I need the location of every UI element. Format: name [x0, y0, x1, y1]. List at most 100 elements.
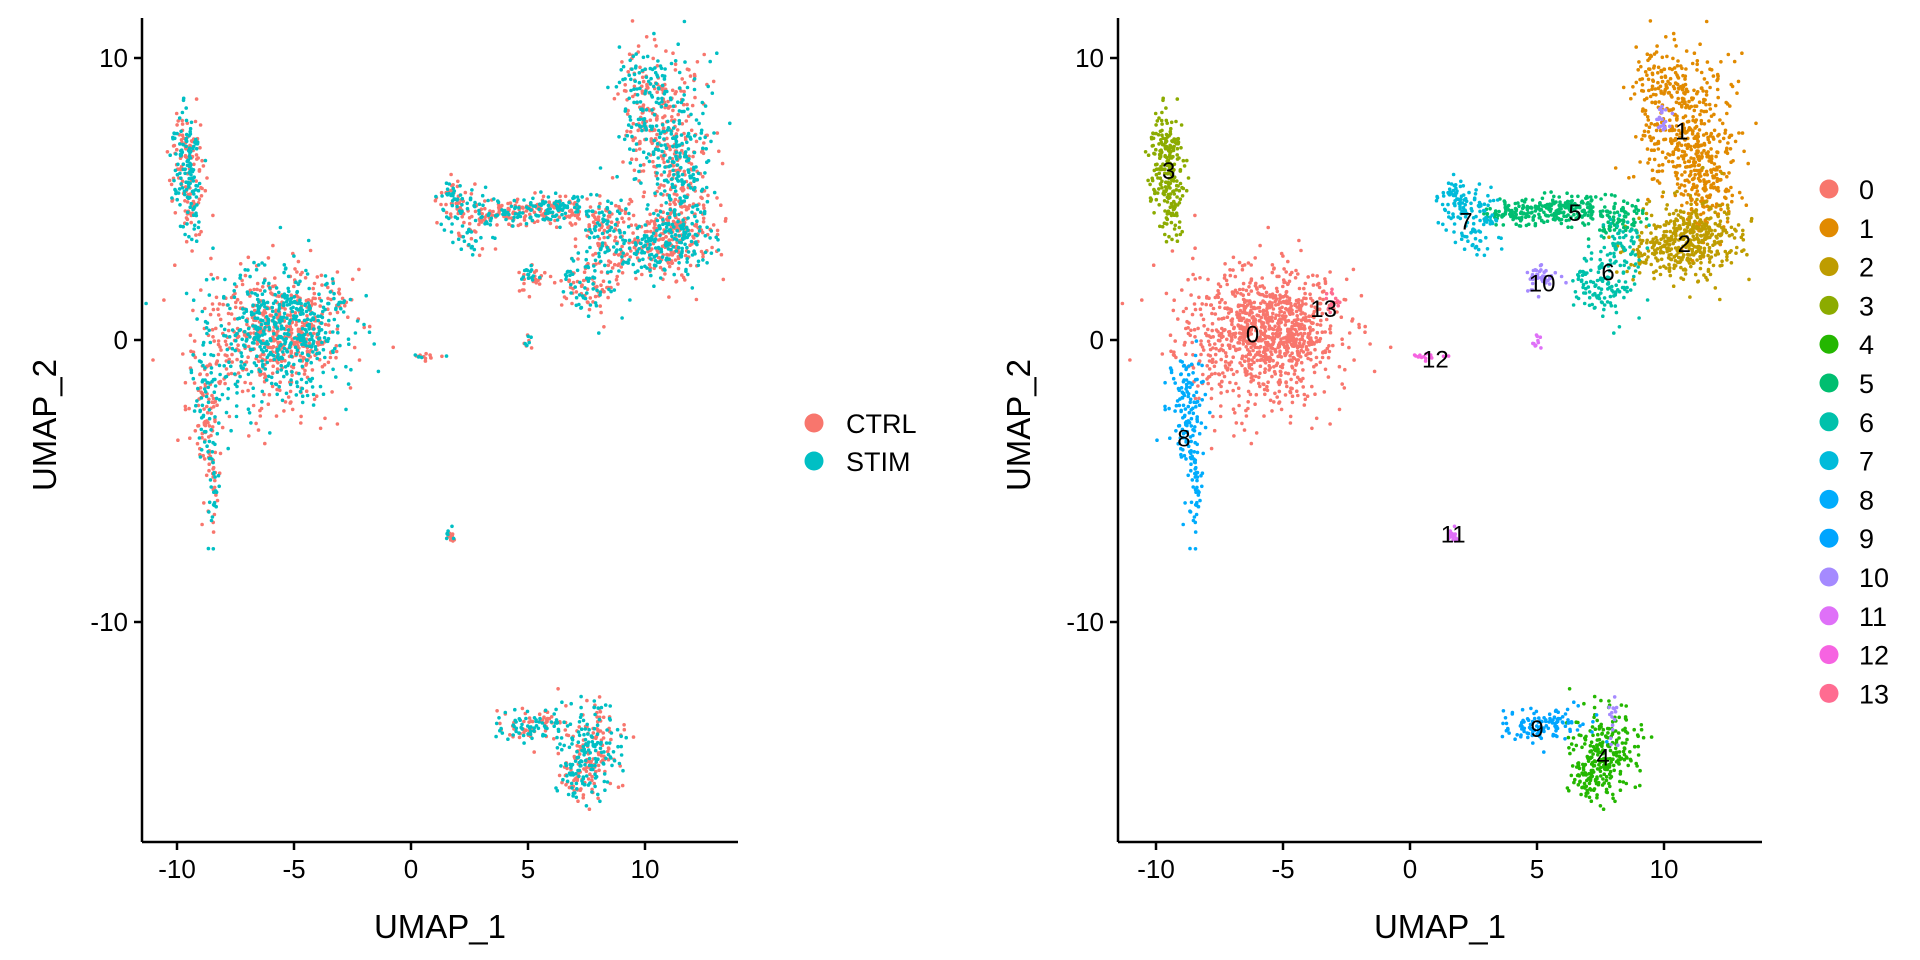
data-point: [213, 415, 217, 419]
data-point: [194, 403, 198, 408]
data-point: [561, 290, 566, 294]
data-point: [596, 215, 601, 219]
data-point: [1269, 343, 1273, 348]
data-point: [644, 35, 649, 39]
data-point: [1292, 337, 1296, 342]
data-point: [543, 270, 547, 275]
data-point: [665, 136, 669, 141]
data-point: [304, 380, 309, 385]
data-point: [1226, 330, 1231, 334]
data-point: [1328, 422, 1332, 426]
data-point: [715, 228, 720, 233]
data-point: [350, 277, 355, 282]
data-point: [211, 460, 215, 465]
data-point: [478, 219, 482, 224]
data-point: [649, 273, 653, 278]
data-point: [270, 309, 275, 314]
data-point: [258, 345, 262, 349]
data-point: [549, 720, 554, 724]
data-point: [207, 500, 212, 505]
data-point: [288, 313, 293, 318]
data-point: [1654, 128, 1659, 133]
data-point: [444, 181, 449, 185]
data-point: [1263, 316, 1268, 320]
data-point: [1271, 311, 1275, 316]
data-point: [1242, 428, 1247, 432]
data-point: [1295, 314, 1299, 318]
data-point: [1201, 348, 1206, 352]
data-point: [456, 237, 461, 241]
data-point: [212, 390, 217, 395]
data-point: [656, 96, 660, 101]
data-point: [1270, 263, 1275, 267]
data-point: [246, 344, 251, 349]
data-point: [298, 389, 303, 394]
data-point: [262, 263, 267, 267]
data-point: [259, 406, 264, 411]
data-point: [622, 230, 627, 235]
data-point: [623, 83, 627, 87]
data-point: [195, 184, 200, 188]
data-point: [665, 159, 670, 163]
data-point: [1237, 312, 1242, 316]
data-point: [1290, 366, 1295, 370]
data-point: [646, 79, 651, 84]
data-point: [203, 390, 208, 394]
data-point: [234, 300, 238, 305]
data-point: [254, 363, 259, 368]
data-point: [710, 91, 715, 95]
data-point: [612, 262, 617, 267]
data-point: [728, 121, 732, 126]
data-point: [1196, 326, 1200, 331]
data-point: [483, 215, 487, 219]
data-point: [530, 218, 535, 223]
data-point: [586, 743, 590, 747]
data-point: [1237, 316, 1242, 321]
data-point: [651, 84, 656, 89]
data-point: [677, 212, 681, 217]
data-point: [685, 260, 689, 264]
data-point: [219, 324, 224, 328]
data-point: [674, 280, 678, 284]
data-point: [1283, 345, 1287, 350]
data-point: [690, 103, 695, 108]
data-point: [207, 510, 211, 514]
data-point: [1313, 347, 1317, 352]
data-point: [1266, 321, 1270, 325]
data-point: [449, 172, 453, 177]
data-point: [1218, 300, 1222, 305]
data-point: [529, 335, 533, 340]
data-point: [693, 252, 697, 256]
data-point: [557, 215, 562, 219]
data-point: [1292, 372, 1297, 376]
data-point: [671, 104, 676, 108]
data-point: [513, 718, 517, 723]
data-point: [688, 263, 693, 268]
data-point: [685, 235, 690, 240]
data-point: [538, 202, 542, 206]
data-point: [674, 139, 679, 144]
data-point: [305, 314, 309, 318]
data-point: [1258, 329, 1263, 334]
data-point: [701, 174, 705, 179]
data-point: [645, 220, 650, 224]
data-point: [287, 332, 291, 337]
data-point: [587, 276, 592, 281]
data-point: [1302, 339, 1307, 344]
data-point: [701, 216, 706, 221]
data-point: [672, 237, 677, 241]
data-point: [270, 305, 275, 310]
data-point: [554, 225, 559, 229]
data-point: [677, 118, 682, 123]
data-point: [622, 723, 626, 727]
data-point: [274, 324, 278, 329]
data-point: [613, 235, 618, 240]
data-point: [310, 334, 314, 338]
data-point: [287, 321, 292, 326]
data-point: [362, 325, 367, 330]
data-point: [543, 200, 548, 204]
data-point: [1277, 389, 1282, 394]
data-point: [1328, 270, 1332, 274]
data-point: [1315, 330, 1320, 335]
data-point: [1211, 346, 1215, 350]
